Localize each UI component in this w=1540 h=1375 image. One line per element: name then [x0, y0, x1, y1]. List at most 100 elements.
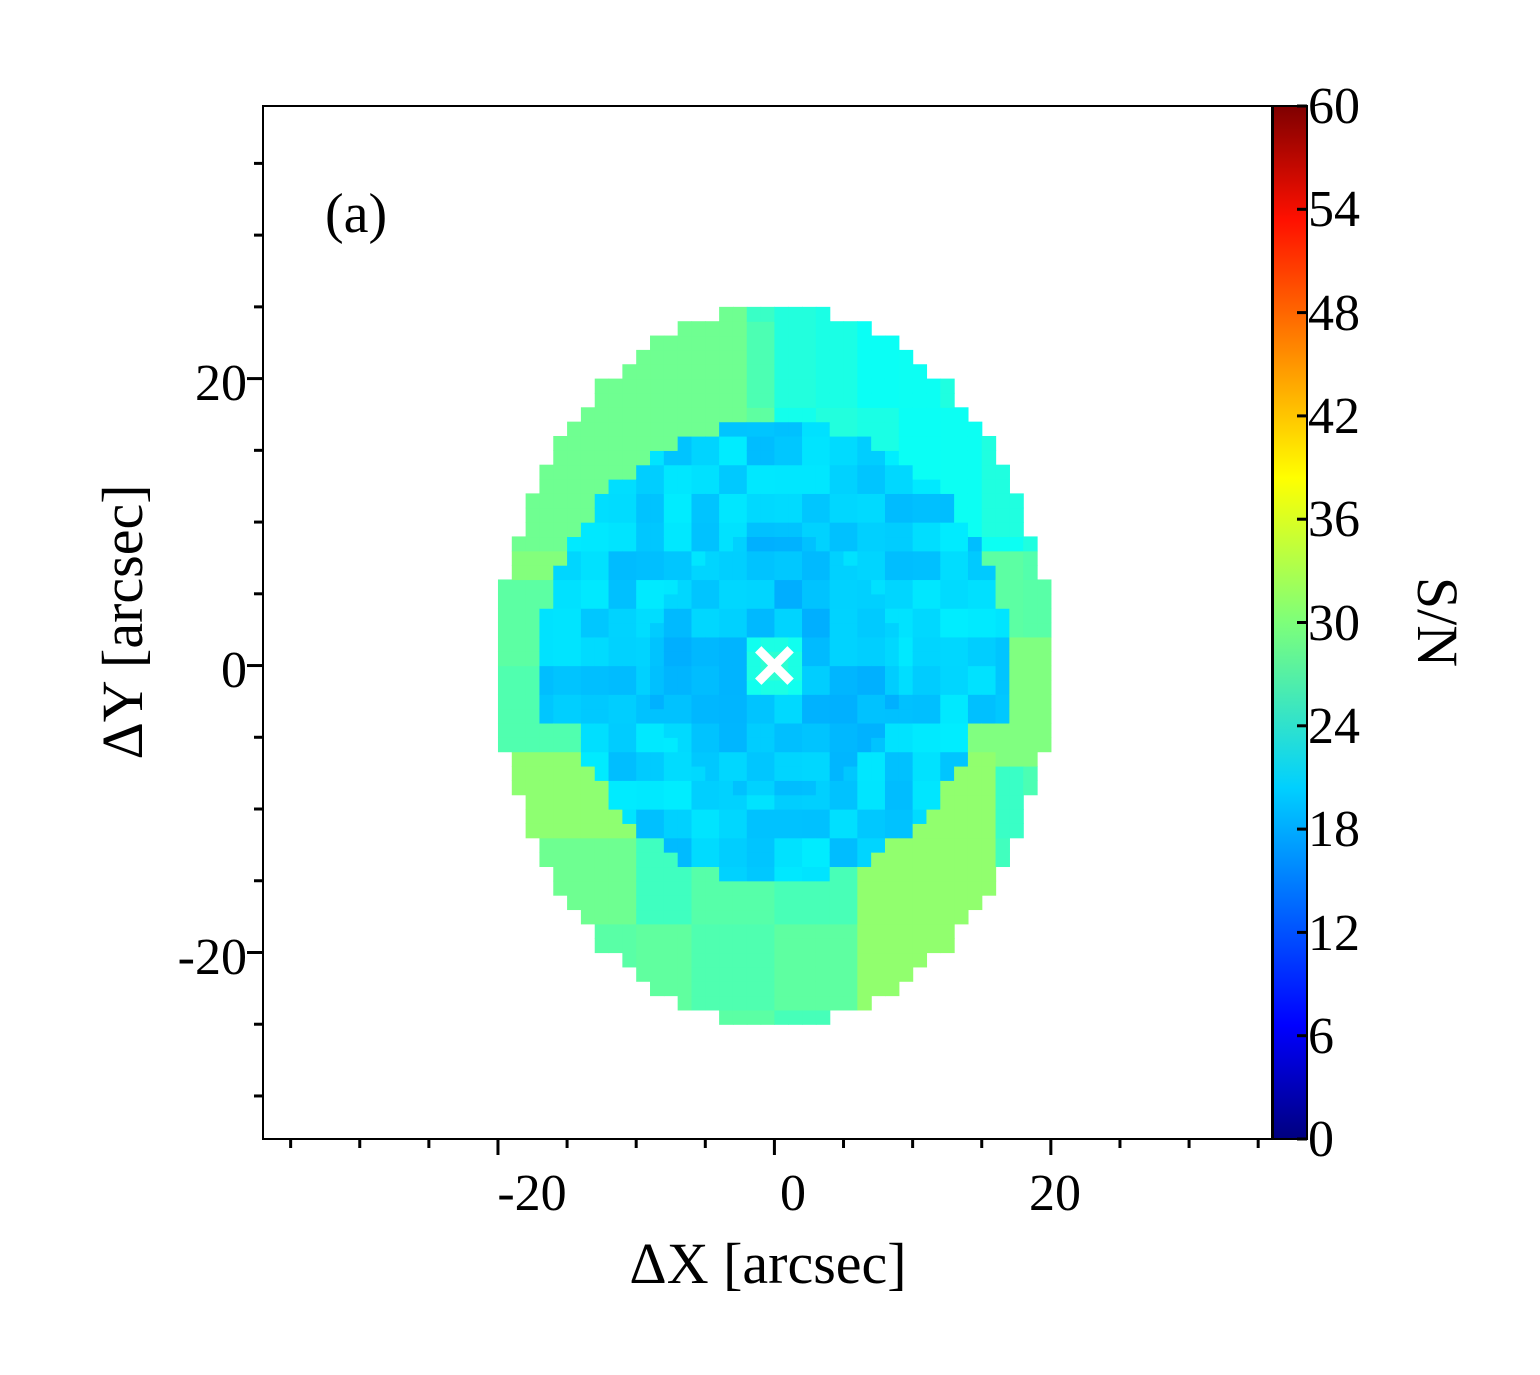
map-bin	[705, 608, 720, 624]
map-bin	[981, 765, 997, 781]
map-bin	[898, 522, 914, 538]
map-bin	[774, 794, 789, 810]
map-bin	[553, 636, 568, 652]
map-bin	[815, 636, 831, 652]
map-bin	[788, 550, 803, 566]
map-bin	[636, 737, 651, 753]
map-bin	[954, 636, 969, 652]
map-bin	[636, 866, 651, 882]
map-bin	[981, 780, 997, 796]
map-bin	[580, 708, 596, 724]
map-bin	[774, 708, 789, 724]
map-bin	[691, 593, 706, 609]
map-bin	[926, 923, 941, 939]
map-bin	[940, 565, 955, 581]
colorbar-tick-label-24: 24	[1308, 698, 1360, 755]
map-bin	[567, 823, 582, 839]
map-bin	[567, 765, 582, 781]
map-bin	[1009, 794, 1024, 810]
map-bin	[732, 809, 748, 824]
map-bin	[788, 536, 803, 552]
map-bin	[898, 493, 914, 509]
map-bin	[1009, 722, 1024, 738]
map-bin	[594, 923, 610, 939]
map-bin	[926, 895, 941, 911]
map-bin	[746, 522, 762, 538]
map-bin	[857, 636, 872, 652]
map-bin	[857, 751, 872, 767]
map-bin	[705, 737, 720, 753]
map-bin	[691, 651, 706, 667]
map-bin	[594, 751, 610, 767]
map-bin	[608, 565, 623, 581]
map-bin	[898, 507, 914, 523]
map-bin	[539, 464, 554, 480]
map-bin	[594, 450, 610, 466]
map-bin	[788, 579, 803, 595]
map-bin	[871, 794, 886, 810]
map-bin	[608, 636, 623, 652]
map-bin	[843, 708, 858, 724]
map-bin	[981, 708, 997, 724]
map-bin	[719, 435, 734, 451]
map-bin	[760, 464, 776, 480]
map-bin	[636, 708, 651, 724]
map-bin	[677, 751, 693, 767]
map-bin	[788, 880, 803, 896]
map-bin	[898, 837, 914, 853]
map-bin	[1009, 507, 1024, 523]
map-bin	[580, 536, 596, 552]
map-bin	[898, 665, 914, 681]
map-bin	[663, 938, 679, 954]
map-bin	[622, 421, 637, 437]
map-bin	[580, 809, 596, 824]
map-bin	[829, 435, 845, 451]
map-bin	[719, 751, 734, 767]
map-bin	[594, 493, 610, 509]
map-bin	[760, 479, 776, 494]
map-bin	[677, 321, 693, 337]
map-bin	[995, 708, 1010, 724]
map-bin	[760, 579, 776, 595]
map-bin	[650, 450, 665, 466]
map-bin	[691, 952, 706, 968]
map-bin	[691, 579, 706, 595]
map-bin	[608, 550, 623, 566]
map-bin	[691, 981, 706, 997]
map-bin	[912, 880, 928, 896]
map-bin	[650, 608, 665, 624]
map-bin	[843, 335, 858, 351]
map-bin	[954, 809, 969, 824]
map-bin	[705, 493, 720, 509]
map-bin	[705, 651, 720, 667]
map-bin	[788, 522, 803, 538]
map-bin	[967, 550, 983, 566]
map-bin	[594, 694, 610, 710]
map-bin	[788, 765, 803, 781]
map-bin	[677, 622, 693, 638]
map-bin	[760, 565, 776, 581]
map-bin	[995, 694, 1010, 710]
map-bin	[663, 923, 679, 939]
map-bin	[677, 464, 693, 480]
map-bin	[677, 966, 693, 982]
map-bin	[677, 349, 693, 365]
map-bin	[650, 579, 665, 595]
map-bin	[954, 608, 969, 624]
map-bin	[553, 622, 568, 638]
map-bin	[912, 392, 928, 408]
map-bin	[567, 593, 582, 609]
map-bin	[995, 737, 1010, 753]
map-bin	[898, 364, 914, 380]
map-bin	[539, 751, 554, 767]
map-bin	[884, 852, 900, 868]
map-bin	[774, 751, 789, 767]
map-bin	[705, 593, 720, 609]
map-bin	[650, 809, 665, 824]
map-bin	[788, 622, 803, 638]
map-bin	[926, 608, 941, 624]
map-bin	[746, 780, 762, 796]
map-bin	[580, 421, 596, 437]
map-bin	[622, 751, 637, 767]
